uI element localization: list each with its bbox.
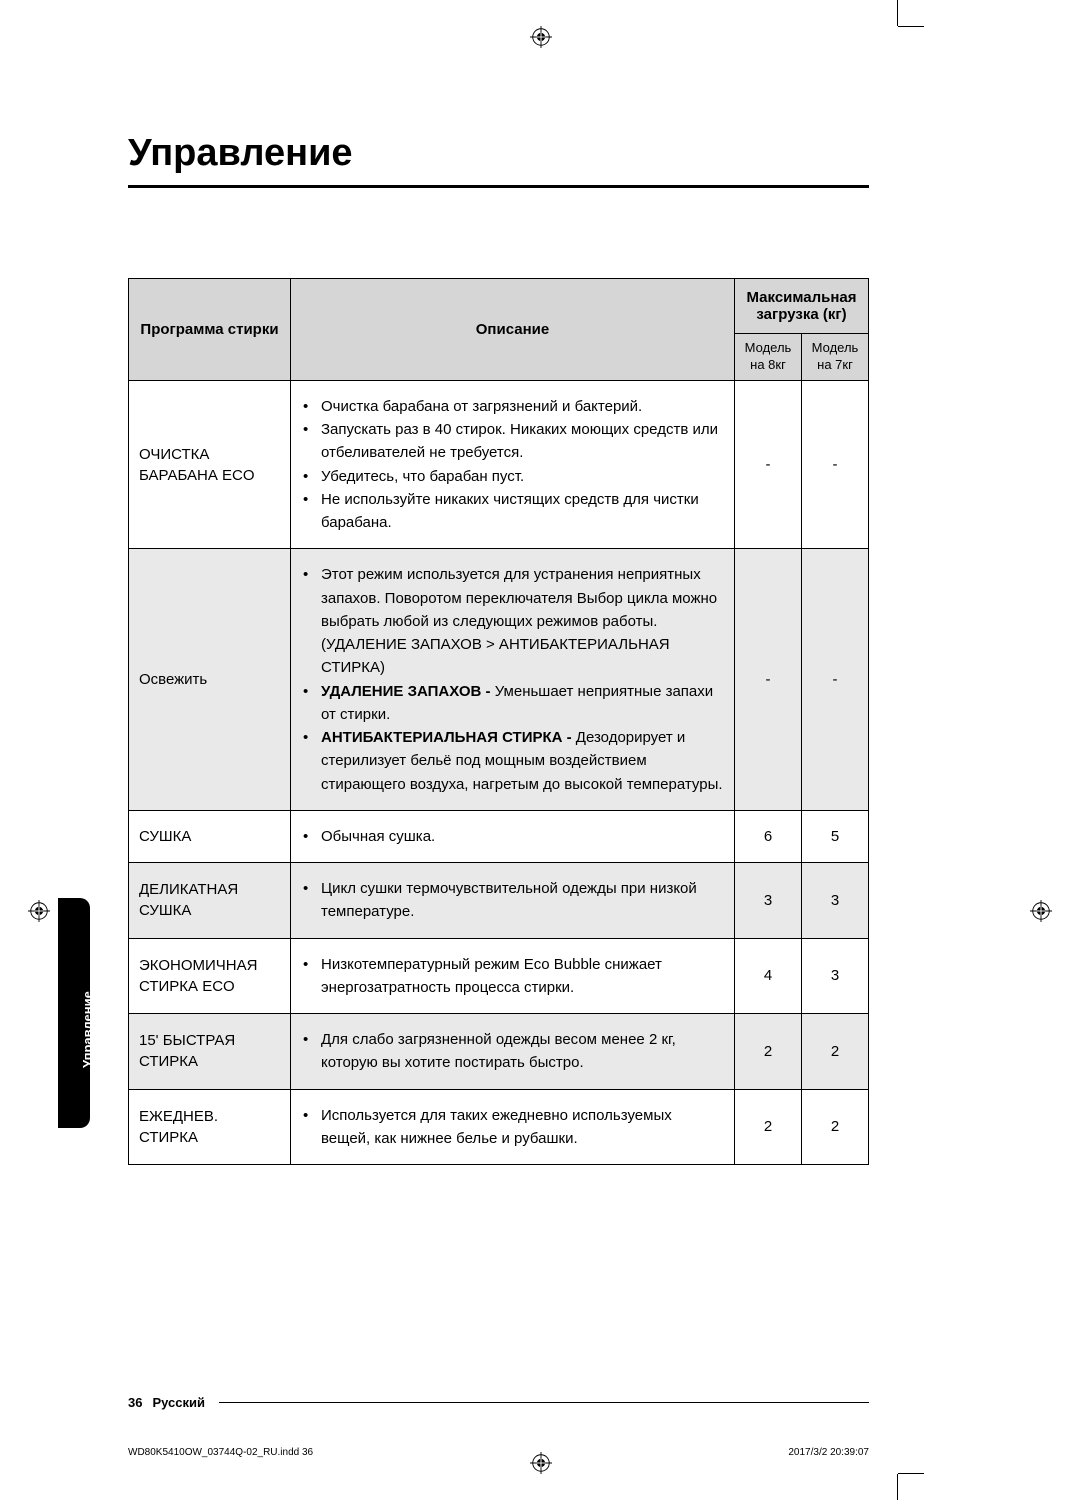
th-program: Программа стирки [129,279,291,381]
value-7kg: 3 [802,938,869,1014]
program-name: ОЧИСТКА БАРАБАНА ECO [129,380,291,549]
registration-mark-icon [530,26,552,48]
description-item: Используется для таких ежедневно использ… [321,1104,724,1151]
description-item: Для слабо загрязненной одежды весом мене… [321,1028,724,1075]
imprint-file: WD80K5410OW_03744Q-02_RU.indd 36 [128,1447,313,1458]
description-item: Очистка барабана от загрязнений и бактер… [321,395,724,418]
program-description: Низкотемпературный режим Eco Bubble сниж… [291,938,735,1014]
table-row: ОЧИСТКА БАРАБАНА ECO Очистка барабана от … [129,380,869,549]
value-7kg: 2 [802,1089,869,1165]
table-row: ЕЖЕДНЕВ. СТИРКА Используется для таких еж… [129,1089,869,1165]
page-title: Управление [128,132,869,188]
program-name: 15' БЫСТРАЯ СТИРКА [129,1014,291,1090]
crop-mark [898,26,924,27]
table-row: Освежить Этот режим используется для устр… [129,549,869,811]
th-model-8: Модель на 8кг [735,334,802,381]
description-item: Не используйте никаких чистящих средств … [321,488,724,535]
table-row: СУШКА Обычная сушка. 65 [129,810,869,862]
th-max-load: Максимальная загрузка (кг) [735,279,869,334]
value-8kg: 2 [735,1014,802,1090]
th-model-7: Модель на 7кг [802,334,869,381]
program-description: Используется для таких ежедневно использ… [291,1089,735,1165]
description-item: АНТИБАКТЕРИАЛЬНАЯ СТИРКА - Дезодорирует … [321,726,724,796]
page-language: Русский [152,1395,205,1410]
value-7kg: - [802,549,869,811]
page-number: 36 [128,1395,142,1410]
program-description: Этот режим используется для устранения н… [291,549,735,811]
footer-rule [219,1402,869,1403]
value-8kg: 4 [735,938,802,1014]
table-row: ЭКОНОМИЧНАЯ СТИРКА ECO Низкотемпературный… [129,938,869,1014]
table-row: 15' БЫСТРАЯ СТИРКА Для слабо загрязненной… [129,1014,869,1090]
value-8kg: - [735,380,802,549]
program-name: ЕЖЕДНЕВ. СТИРКА [129,1089,291,1165]
program-name: ДЕЛИКАТНАЯ СУШКА [129,863,291,939]
crop-mark [897,0,898,26]
value-8kg: 6 [735,810,802,862]
registration-mark-icon [28,900,50,922]
page-footer: 36 Русский [128,1395,869,1410]
description-item: Низкотемпературный режим Eco Bubble сниж… [321,953,724,1000]
description-item: Этот режим используется для устранения н… [321,563,724,679]
value-8kg: 3 [735,863,802,939]
program-description: Обычная сушка. [291,810,735,862]
imprint-date: 2017/3/2 20:39:07 [788,1447,869,1458]
value-7kg: 3 [802,863,869,939]
crop-mark [897,1474,898,1500]
description-item: Убедитесь, что барабан пуст. [321,465,724,488]
description-item: Запускать раз в 40 стирок. Никаких моющи… [321,418,724,465]
program-description: Очистка барабана от загрязнений и бактер… [291,380,735,549]
program-name: ЭКОНОМИЧНАЯ СТИРКА ECO [129,938,291,1014]
program-name: Освежить [129,549,291,811]
registration-mark-icon [1030,900,1052,922]
value-7kg: - [802,380,869,549]
section-tab-label: Управление [80,991,95,1068]
value-8kg: 2 [735,1089,802,1165]
program-name: СУШКА [129,810,291,862]
programs-table: Программа стирки Описание Максимальная з… [128,278,869,1165]
description-item: Цикл сушки термочувствительной одежды пр… [321,877,724,924]
program-description: Цикл сушки термочувствительной одежды пр… [291,863,735,939]
th-description: Описание [291,279,735,381]
program-description: Для слабо загрязненной одежды весом мене… [291,1014,735,1090]
value-7kg: 2 [802,1014,869,1090]
value-8kg: - [735,549,802,811]
imprint: WD80K5410OW_03744Q-02_RU.indd 36 2017/3/… [128,1447,869,1458]
section-tab: Управление [58,898,90,1128]
description-item: УДАЛЕНИЕ ЗАПАХОВ - Уменьшает неприятные … [321,680,724,727]
description-item: Обычная сушка. [321,825,724,848]
crop-mark [898,1473,924,1474]
value-7kg: 5 [802,810,869,862]
table-row: ДЕЛИКАТНАЯ СУШКА Цикл сушки термочувствит… [129,863,869,939]
